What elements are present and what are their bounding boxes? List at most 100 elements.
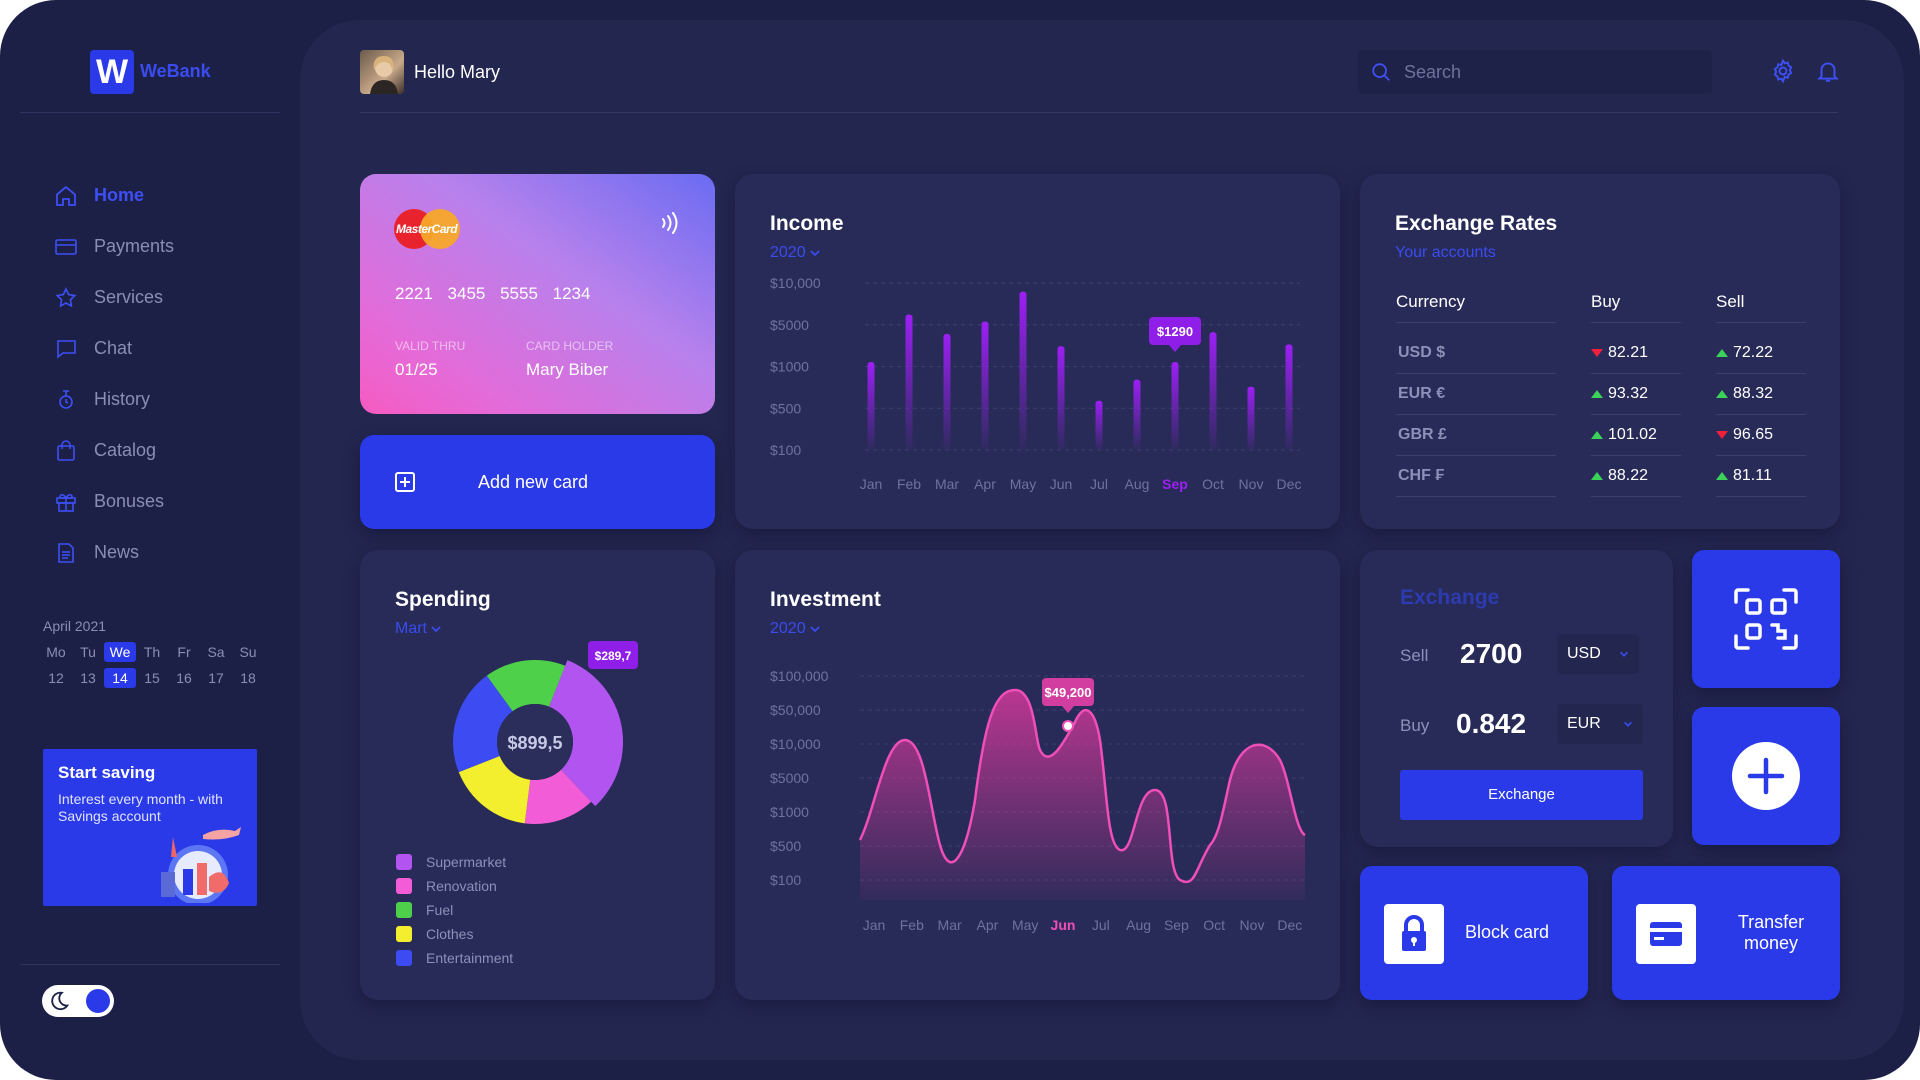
investment-point[interactable] <box>1062 720 1074 732</box>
theme-toggle[interactable] <box>42 985 114 1017</box>
sidebar-item-services[interactable]: Services <box>54 272 174 323</box>
rates-divider <box>1396 414 1556 415</box>
sidebar-item-catalog[interactable]: Catalog <box>54 425 174 476</box>
income-bar[interactable] <box>1133 379 1141 450</box>
add-button[interactable] <box>1692 707 1840 845</box>
x-tick-label: Jun <box>1050 476 1073 492</box>
income-bar[interactable] <box>1057 346 1065 450</box>
income-tooltip <box>1149 317 1201 345</box>
income-bar[interactable] <box>1171 362 1179 450</box>
x-tick-label: May <box>1010 476 1036 492</box>
card-holder-value: Mary Biber <box>526 360 609 379</box>
buy-currency-select[interactable]: EUR <box>1557 704 1643 744</box>
block-card-button[interactable]: Block card <box>1360 866 1588 1000</box>
sidebar-item-label: News <box>94 542 140 562</box>
income-year-select[interactable]: 2020 <box>770 244 821 262</box>
exchange-button[interactable]: Exchange <box>1400 770 1643 820</box>
transfer-money-button[interactable]: Transfer money <box>1612 866 1840 1000</box>
x-tick-label: May <box>1012 917 1038 933</box>
avatar[interactable] <box>360 50 404 94</box>
rate-row[interactable]: EUR € 93.32 88.32 <box>1396 373 1806 415</box>
sidebar-item-chat[interactable]: Chat <box>54 323 174 374</box>
sidebar-item-home[interactable]: Home <box>54 170 174 221</box>
calendar-date-selected[interactable]: 14 <box>104 668 136 688</box>
sidebar-item-payments[interactable]: Payments <box>54 221 174 272</box>
logo: W <box>90 50 134 94</box>
gear-icon[interactable] <box>1770 58 1796 84</box>
donut-slice[interactable] <box>453 675 513 773</box>
legend-item: Entertainment <box>396 946 513 970</box>
app-name: WeBank <box>140 61 211 81</box>
donut-slice[interactable] <box>486 660 566 712</box>
rate-row[interactable]: GBR £ 101.02 96.65 <box>1396 414 1806 456</box>
sidebar-item-news[interactable]: News <box>54 527 174 578</box>
x-tick-label: Jul <box>1092 917 1110 933</box>
exchange-title: Exchange <box>1400 586 1500 609</box>
income-bar[interactable] <box>1285 344 1293 450</box>
income-bar[interactable] <box>943 333 951 450</box>
calendar-date[interactable]: 17 <box>208 670 224 686</box>
investment-title: Investment <box>770 588 881 611</box>
bell-icon[interactable] <box>1815 58 1841 84</box>
valid-thru-value: 01/25 <box>395 360 438 379</box>
tooltip-pointer <box>1062 706 1074 713</box>
trend-up-icon <box>1716 349 1728 357</box>
sidebar-item-history[interactable]: History <box>54 374 174 425</box>
calendar-date[interactable]: 18 <box>240 670 256 686</box>
donut-slice[interactable] <box>548 660 623 807</box>
legend-swatch <box>396 854 412 870</box>
y-tick-label: $10,000 <box>770 275 821 291</box>
sidebar-divider <box>20 112 280 113</box>
trend-up-icon <box>1716 472 1728 480</box>
income-bar[interactable] <box>1247 386 1255 450</box>
savings-promo[interactable]: Start saving Interest every month - with… <box>43 749 257 906</box>
add-card-label: Add new card <box>478 472 589 492</box>
calendar-date[interactable]: 16 <box>176 670 192 686</box>
x-tick-label: Jan <box>863 917 886 933</box>
donut-slice[interactable] <box>458 755 531 824</box>
income-bar[interactable] <box>905 314 913 450</box>
income-bar[interactable] <box>1095 400 1103 450</box>
rates-divider <box>1591 373 1681 374</box>
qr-scan-button[interactable] <box>1692 550 1840 688</box>
legend-swatch <box>396 902 412 918</box>
sidebar-item-bonuses[interactable]: Bonuses <box>54 476 174 527</box>
calendar-date[interactable]: 13 <box>80 670 96 686</box>
sell-currency-select[interactable]: USD <box>1557 634 1639 674</box>
star-icon <box>55 286 77 307</box>
sidebar-divider <box>20 964 280 965</box>
rate-value: 88.32 <box>1733 385 1774 402</box>
income-bar[interactable] <box>1209 332 1217 450</box>
bank-card[interactable]: MasterCard 2221 3455 5555 1234 VALID THR… <box>360 174 715 414</box>
calendar-date[interactable]: 15 <box>144 670 160 686</box>
investment-year-select[interactable]: 2020 <box>770 620 821 638</box>
income-chart: $10,000 $5000 $1000 $500 $100 Jan Feb Mar Apr May… <box>770 275 1301 492</box>
calendar-date[interactable]: 12 <box>48 670 64 686</box>
col-sell: Sell <box>1716 292 1745 311</box>
y-tick-label: $100 <box>770 442 801 458</box>
legend-swatch <box>396 878 412 894</box>
moon-icon <box>51 991 70 1011</box>
legend-item: Clothes <box>396 922 513 946</box>
search-input[interactable] <box>1404 50 1694 94</box>
donut-slice[interactable] <box>524 769 592 824</box>
income-year: 2020 <box>770 244 806 261</box>
your-accounts-link[interactable]: Your accounts <box>1395 244 1496 262</box>
chevron-down-icon <box>1624 721 1632 727</box>
spending-period-select[interactable]: Mart <box>395 620 442 638</box>
income-bar[interactable] <box>1019 291 1027 450</box>
trend-up-icon <box>1591 431 1603 439</box>
trend-up-icon <box>1716 390 1728 398</box>
credit-card-icon <box>55 238 77 255</box>
savings-illustration-icon <box>161 827 241 903</box>
income-bar[interactable] <box>867 362 875 450</box>
income-bar[interactable] <box>981 321 989 450</box>
sell-amount[interactable]: 2700 <box>1460 638 1523 669</box>
rate-row[interactable]: USD $ 82.21 72.22 <box>1396 332 1806 374</box>
rates-divider <box>1396 373 1556 374</box>
legend-item: Fuel <box>396 898 513 922</box>
buy-amount[interactable]: 0.842 <box>1456 708 1527 739</box>
x-tick-label: Feb <box>897 476 921 492</box>
add-new-card-button[interactable]: Add new card <box>360 435 715 529</box>
rate-row[interactable]: CHF ₣ 88.22 81.11 <box>1396 455 1806 497</box>
